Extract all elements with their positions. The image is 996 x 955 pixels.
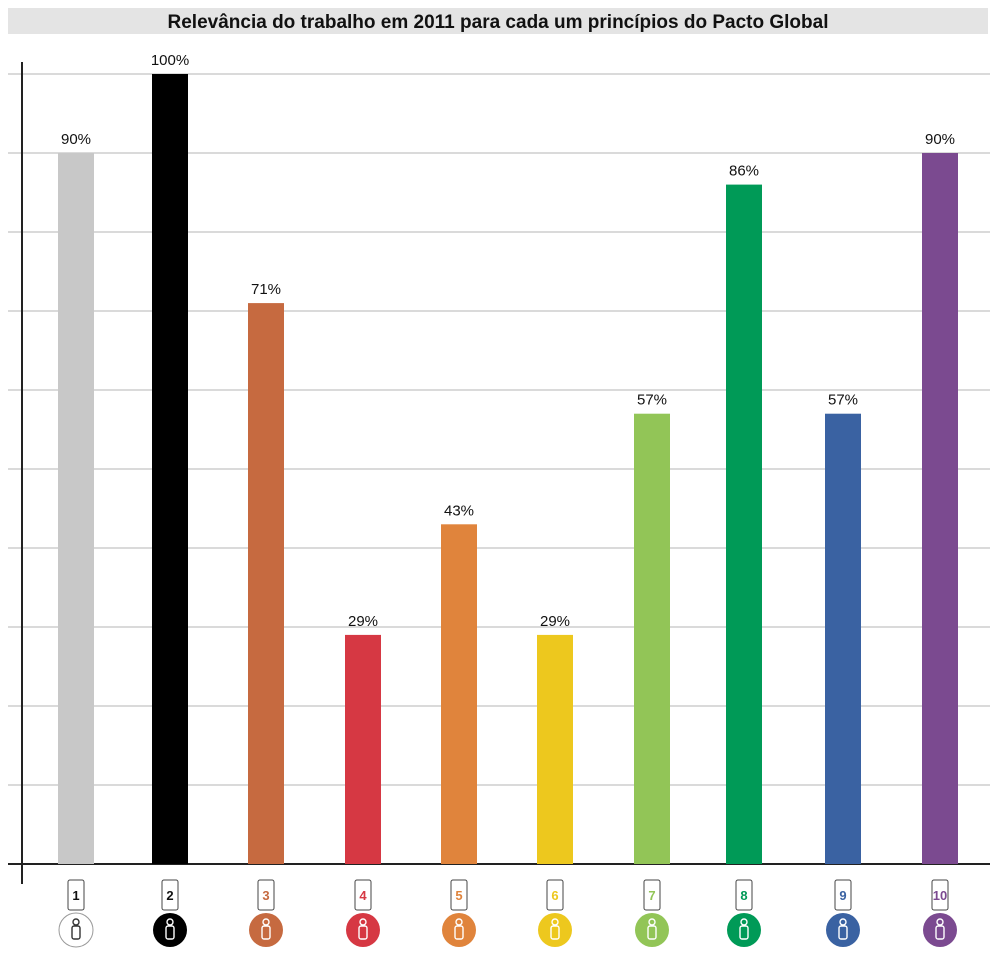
principle-3-labour-icon [257, 879, 275, 911]
principle-badge [727, 913, 761, 947]
principle-badge [923, 913, 957, 947]
data-label: 57% [637, 392, 667, 409]
data-label: 29% [540, 613, 570, 630]
figure-head [262, 918, 270, 926]
figure-head [839, 918, 847, 926]
figure-body [838, 925, 848, 940]
figure-head [648, 918, 656, 926]
principle-badge [635, 913, 669, 947]
bar-principle-10 [922, 153, 958, 864]
title-bar: Relevância do trabalho em 2011 para cada… [8, 8, 988, 34]
figure-head [359, 918, 367, 926]
data-label: 90% [61, 131, 91, 148]
figure-body [739, 925, 749, 940]
figure-head [936, 918, 944, 926]
figure-body [454, 925, 464, 940]
data-label: 43% [444, 502, 474, 519]
principle-badge [58, 912, 94, 948]
principle-6-labour-icon [546, 879, 564, 911]
figure-body [261, 925, 271, 940]
principle-5-labour-icon [450, 879, 468, 911]
principle-number: 4 [359, 888, 367, 903]
principle-number: 5 [455, 888, 462, 903]
principle-badge [826, 913, 860, 947]
figure-head [551, 918, 559, 926]
principle-badge [153, 913, 187, 947]
principle-4-labour-icon [354, 879, 372, 911]
figure-body [165, 925, 175, 940]
bar-principle-1 [58, 153, 94, 864]
principle-badge [442, 913, 476, 947]
bar-principle-4 [345, 634, 381, 864]
figure-body [935, 925, 945, 940]
figure-head [740, 918, 748, 926]
principle-10-anti-corruption-icon [931, 879, 949, 911]
bar-principle-7 [634, 413, 670, 864]
bar-principle-6 [537, 634, 573, 864]
figure-head [166, 918, 174, 926]
principle-badge [346, 913, 380, 947]
principle-8-environment-icon [735, 879, 753, 911]
data-label: 100% [151, 52, 189, 69]
principle-9-environment-icon [834, 879, 852, 911]
principle-number: 1 [72, 888, 79, 903]
principle-7-environment-icon [643, 879, 661, 911]
figure-body [647, 925, 657, 940]
data-label: 71% [251, 281, 281, 298]
bar-principle-9 [825, 413, 861, 864]
bar-principle-3 [248, 303, 284, 865]
data-label: 57% [828, 392, 858, 409]
principle-number: 2 [166, 888, 173, 903]
data-label: 90% [925, 131, 955, 148]
principle-badge [249, 913, 283, 947]
bar-principle-2 [152, 74, 188, 864]
chart-title: Relevância do trabalho em 2011 para cada… [167, 12, 829, 33]
data-label: 29% [348, 613, 378, 630]
principle-number: 10 [933, 888, 947, 903]
data-label: 86% [729, 163, 759, 180]
principle-badge [538, 913, 572, 947]
figure-head [72, 918, 80, 926]
figure-body [550, 925, 560, 940]
principle-number: 8 [740, 888, 747, 903]
bar-principle-5 [441, 524, 477, 864]
principle-1-human-rights-icon [67, 879, 85, 911]
figure-head [455, 918, 463, 926]
principle-number: 6 [551, 888, 558, 903]
bar-principle-8 [726, 184, 762, 865]
principle-2-human-rights-icon [161, 879, 179, 911]
principle-number: 3 [262, 888, 269, 903]
figure-body [358, 925, 368, 940]
principle-number: 9 [839, 888, 846, 903]
figure-body [71, 925, 81, 940]
principle-number: 7 [648, 888, 655, 903]
